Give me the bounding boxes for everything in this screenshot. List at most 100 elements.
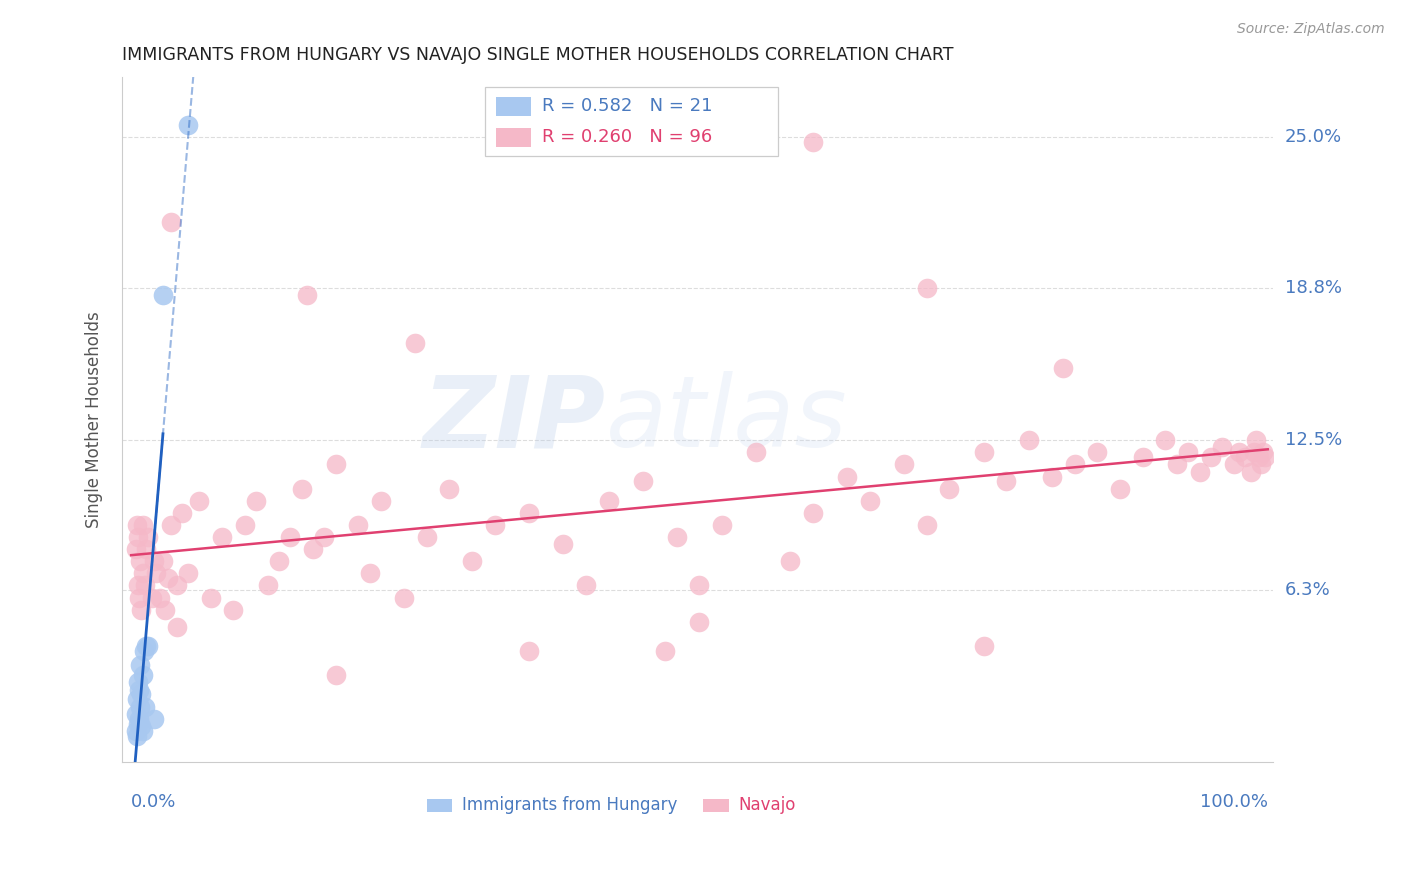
Point <box>1240 465 1263 479</box>
Text: Navajo: Navajo <box>738 797 796 814</box>
Point <box>1234 450 1257 464</box>
Point <box>1052 360 1074 375</box>
Point <box>267 554 290 568</box>
Point <box>665 530 688 544</box>
Point <box>128 712 150 726</box>
Point <box>688 615 710 629</box>
Point <box>131 668 153 682</box>
Point <box>1243 445 1265 459</box>
Point <box>1040 469 1063 483</box>
Text: R = 0.260   N = 96: R = 0.260 N = 96 <box>543 128 713 145</box>
Text: 25.0%: 25.0% <box>1285 128 1341 146</box>
Point <box>177 566 200 581</box>
Text: 6.3%: 6.3% <box>1285 582 1330 599</box>
Point <box>188 493 211 508</box>
Point <box>325 668 347 682</box>
Point <box>484 517 506 532</box>
Point <box>142 554 165 568</box>
Point <box>631 475 654 489</box>
Point <box>370 493 392 508</box>
Text: R = 0.582   N = 21: R = 0.582 N = 21 <box>543 96 713 115</box>
Text: IMMIGRANTS FROM HUNGARY VS NAVAJO SINGLE MOTHER HOUSEHOLDS CORRELATION CHART: IMMIGRANTS FROM HUNGARY VS NAVAJO SINGLE… <box>122 46 953 64</box>
Point <box>131 723 153 738</box>
Point <box>837 469 859 483</box>
FancyBboxPatch shape <box>496 128 531 147</box>
Text: Source: ZipAtlas.com: Source: ZipAtlas.com <box>1237 22 1385 37</box>
Point <box>152 288 174 302</box>
Point <box>200 591 222 605</box>
Point <box>127 675 149 690</box>
Point <box>256 578 278 592</box>
Point <box>801 506 824 520</box>
Point <box>156 571 179 585</box>
Text: Immigrants from Hungary: Immigrants from Hungary <box>461 797 678 814</box>
Point <box>166 578 188 592</box>
Point <box>1211 441 1233 455</box>
Point <box>915 517 938 532</box>
Point <box>314 530 336 544</box>
Point <box>801 136 824 150</box>
Point <box>177 118 200 132</box>
Point <box>517 644 540 658</box>
Point <box>1085 445 1108 459</box>
Point <box>125 729 148 743</box>
Point <box>297 288 319 302</box>
Point <box>127 530 149 544</box>
Point <box>779 554 801 568</box>
Point <box>973 639 995 653</box>
Point <box>145 566 167 581</box>
Point <box>1188 465 1211 479</box>
Point <box>134 578 156 592</box>
Point <box>135 639 157 653</box>
Point <box>1250 458 1272 472</box>
Point <box>1254 450 1277 464</box>
Point <box>1251 445 1274 459</box>
Point <box>125 706 148 721</box>
Point <box>128 591 150 605</box>
Point <box>551 537 574 551</box>
Point <box>211 530 233 544</box>
Point <box>575 578 598 592</box>
Point <box>136 639 159 653</box>
Point <box>233 517 256 532</box>
Point <box>125 517 148 532</box>
FancyBboxPatch shape <box>496 96 531 116</box>
Point <box>222 603 245 617</box>
Point <box>135 542 157 557</box>
Point <box>745 445 768 459</box>
Point <box>160 517 183 532</box>
Point <box>598 493 620 508</box>
Point <box>160 215 183 229</box>
Point <box>134 699 156 714</box>
Point <box>129 658 152 673</box>
Text: 0.0%: 0.0% <box>131 793 177 811</box>
Point <box>1018 433 1040 447</box>
FancyBboxPatch shape <box>427 799 453 812</box>
Point <box>291 482 314 496</box>
Point <box>439 482 461 496</box>
Point <box>127 716 149 731</box>
Text: atlas: atlas <box>606 371 848 468</box>
Point <box>392 591 415 605</box>
Point <box>404 336 426 351</box>
Point <box>938 482 960 496</box>
Point <box>127 578 149 592</box>
Text: ZIP: ZIP <box>423 371 606 468</box>
Point <box>1222 458 1244 472</box>
Point <box>1132 450 1154 464</box>
Point <box>128 682 150 697</box>
Point <box>517 506 540 520</box>
Point <box>131 517 153 532</box>
Point <box>359 566 381 581</box>
Point <box>278 530 301 544</box>
Y-axis label: Single Mother Households: Single Mother Households <box>86 311 103 528</box>
Point <box>1227 445 1250 459</box>
Point <box>245 493 267 508</box>
Point <box>141 591 163 605</box>
Point <box>125 542 148 557</box>
Point <box>131 566 153 581</box>
Text: 12.5%: 12.5% <box>1285 431 1341 450</box>
Point <box>859 493 882 508</box>
Point <box>1177 445 1199 459</box>
Point <box>148 591 170 605</box>
